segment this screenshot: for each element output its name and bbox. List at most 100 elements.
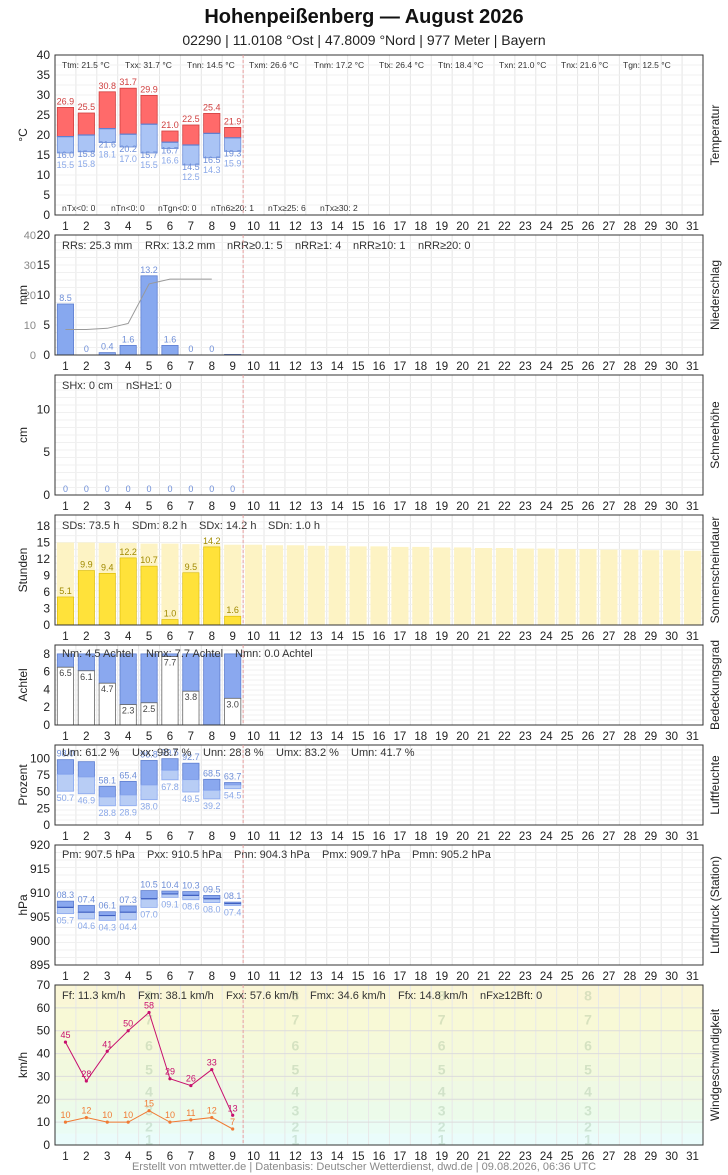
x-tick-label: 6 bbox=[167, 501, 173, 513]
x-tick-label: 6 bbox=[167, 361, 173, 373]
x-tick-label: 2 bbox=[83, 221, 89, 233]
beaufort-label: 3 bbox=[584, 1103, 592, 1119]
snow-label: 0 bbox=[230, 484, 235, 494]
press-min-label: 04.4 bbox=[119, 922, 137, 932]
x-tick-label: 13 bbox=[310, 221, 323, 233]
stat-text: RRx: 13.2 mm bbox=[145, 240, 215, 252]
snow-label: 0 bbox=[147, 484, 152, 494]
beaufort-label: 1 bbox=[438, 1131, 446, 1147]
temp-mean-bar bbox=[140, 123, 158, 154]
stat-text: Pxx: 910.5 hPa bbox=[147, 849, 222, 861]
sun-potential-bar bbox=[433, 547, 451, 625]
x-tick-label: 27 bbox=[603, 221, 616, 233]
cloud-sky-bar bbox=[203, 653, 221, 726]
y-tick-label: 895 bbox=[30, 958, 50, 972]
gust-label: 45 bbox=[60, 1030, 70, 1040]
panel-border bbox=[54, 744, 704, 826]
hum-upper-bar bbox=[119, 781, 137, 796]
stat-text: nTn<0: 0 bbox=[111, 203, 145, 213]
gust-label: 58 bbox=[144, 1000, 154, 1010]
gust-label: 50 bbox=[123, 1019, 133, 1029]
x-tick-label: 5 bbox=[146, 1151, 152, 1163]
x-tick-label: 7 bbox=[188, 971, 194, 983]
press-min-label: 09.1 bbox=[161, 899, 179, 909]
y-tick-label: 10 bbox=[37, 402, 51, 416]
cloud-label: 2.3 bbox=[122, 706, 135, 716]
rain-cumulative-line bbox=[65, 278, 212, 330]
cloud-label: 7.7 bbox=[164, 658, 177, 668]
panel-side-label: Luftfeuchte bbox=[708, 755, 722, 815]
x-tick-label: 5 bbox=[146, 501, 152, 513]
beaufort-label: 8 bbox=[291, 987, 299, 1003]
x-tick-label: 15 bbox=[352, 631, 365, 643]
y-tick-label: 910 bbox=[30, 886, 50, 900]
x-tick-label: 20 bbox=[456, 1151, 469, 1163]
stat-text: RRs: 25.3 mm bbox=[62, 240, 132, 252]
beaufort-label: 7 bbox=[438, 1011, 446, 1027]
y-tick-label: 0 bbox=[43, 348, 50, 362]
cloud-label: 3.0 bbox=[226, 699, 239, 709]
y-tick-label: 10 bbox=[37, 168, 51, 182]
y-axis-label: hPa bbox=[16, 894, 30, 916]
y-tick-label: 15 bbox=[37, 258, 51, 272]
x-tick-label: 31 bbox=[686, 971, 699, 983]
x-tick-label: 20 bbox=[456, 501, 469, 513]
stat-text: Nmx: 7.7 Achtel bbox=[146, 648, 223, 660]
x-tick-label: 30 bbox=[665, 831, 678, 843]
x-tick-label: 8 bbox=[209, 831, 215, 843]
y-tick-label: 20 bbox=[37, 128, 51, 142]
sun-potential-bar bbox=[286, 545, 304, 625]
sun-label: 10.7 bbox=[140, 555, 158, 565]
stat-text: Txx: 31.7 °C bbox=[125, 60, 172, 70]
wind-point bbox=[147, 1109, 151, 1113]
press-min-label: 08.6 bbox=[182, 902, 200, 912]
y-tick-label: 920 bbox=[30, 838, 50, 852]
press-max-label: 08.3 bbox=[57, 890, 75, 900]
wind-label: 12 bbox=[81, 1106, 91, 1116]
stat-text: SDn: 1.0 h bbox=[268, 520, 320, 532]
beaufort-band bbox=[55, 1101, 703, 1120]
x-tick-label: 6 bbox=[167, 631, 173, 643]
x-tick-label: 18 bbox=[414, 501, 427, 513]
x-tick-label: 4 bbox=[125, 361, 132, 373]
x-tick-label: 24 bbox=[540, 501, 553, 513]
y-tick-label: 5 bbox=[43, 445, 50, 459]
stat-text: nSH≥1: 0 bbox=[126, 380, 172, 392]
gust-point bbox=[126, 1029, 130, 1033]
sun-label: 5.1 bbox=[59, 586, 72, 596]
beaufort-label: 4 bbox=[438, 1083, 446, 1099]
x-tick-label: 10 bbox=[247, 221, 260, 233]
x-tick-label: 10 bbox=[247, 731, 260, 743]
cloud-sky-bar bbox=[140, 653, 158, 704]
x-tick-label: 19 bbox=[435, 731, 448, 743]
x-tick-label: 7 bbox=[188, 361, 194, 373]
sun-potential-bar bbox=[683, 550, 702, 625]
x-tick-label: 29 bbox=[644, 631, 657, 643]
sun-potential-bar bbox=[663, 550, 681, 625]
x-tick-label: 18 bbox=[414, 971, 427, 983]
gust-label: 29 bbox=[165, 1067, 175, 1077]
x-tick-label: 9 bbox=[229, 501, 235, 513]
x-tick-label: 17 bbox=[394, 361, 407, 373]
panel-side-label: Windgeschwindigkeit bbox=[708, 1008, 722, 1121]
x-tick-label: 6 bbox=[167, 221, 173, 233]
sun-label: 9.4 bbox=[101, 562, 114, 572]
x-tick-label: 14 bbox=[331, 361, 344, 373]
x-tick-label: 21 bbox=[477, 1151, 490, 1163]
y-tick-label: 20 bbox=[37, 1092, 51, 1106]
y2-tick-label: 10 bbox=[24, 320, 36, 332]
beaufort-label: 8 bbox=[145, 987, 153, 1003]
beaufort-band bbox=[55, 1081, 703, 1102]
x-tick-label: 3 bbox=[104, 361, 110, 373]
y-axis-label: mm bbox=[16, 285, 30, 305]
x-tick-label: 24 bbox=[540, 631, 553, 643]
hum-upper-bar bbox=[98, 785, 116, 798]
hum-min-label: 67.8 bbox=[161, 782, 179, 792]
x-tick-label: 11 bbox=[269, 1151, 281, 1163]
hum-upper-bar bbox=[203, 778, 221, 791]
x-tick-label: 11 bbox=[269, 731, 281, 743]
temp-max-label: 30.8 bbox=[98, 81, 116, 91]
x-tick-label: 29 bbox=[644, 831, 657, 843]
stat-text: Nm: 4.5 Achtel bbox=[62, 648, 134, 660]
x-tick-label: 11 bbox=[269, 831, 281, 843]
